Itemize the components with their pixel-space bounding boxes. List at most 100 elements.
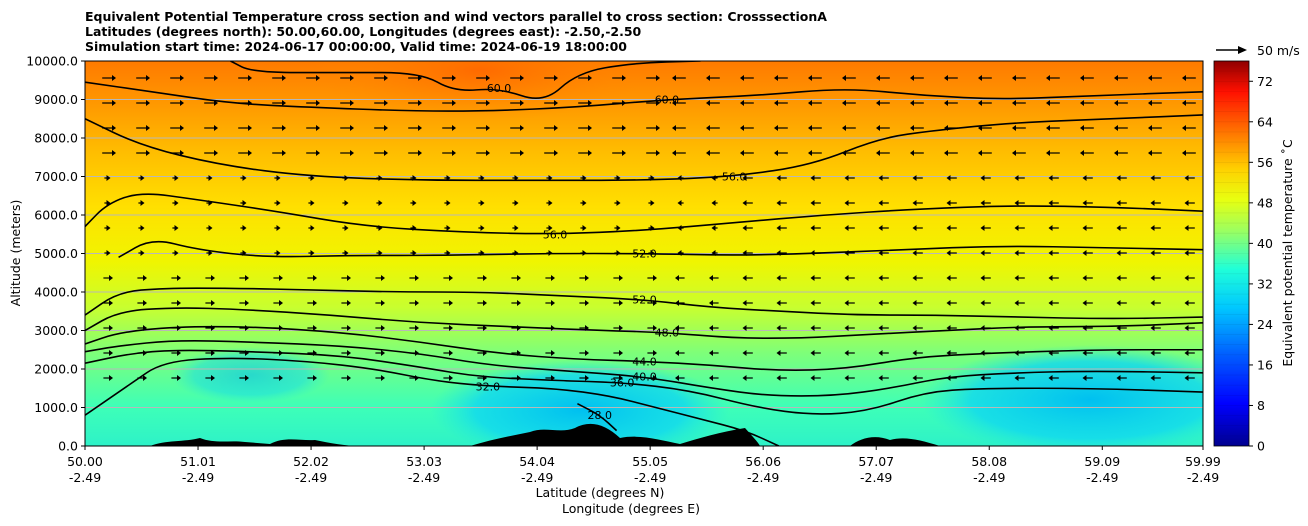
wind-vector-head	[449, 300, 453, 306]
wind-vector-head	[449, 275, 453, 281]
contour-60.0	[230, 61, 701, 99]
wind-vector-head	[242, 225, 247, 231]
wind-vector-head	[946, 175, 951, 181]
wind-vector-head	[706, 75, 710, 81]
wind-vector-head	[742, 275, 747, 281]
wind-vector-head	[554, 150, 558, 156]
wind-vector-head	[316, 100, 320, 106]
terrain	[85, 423, 940, 446]
colorbar	[1214, 61, 1249, 446]
wind-vector-head	[480, 225, 485, 231]
wind-vector-head	[1150, 325, 1155, 331]
wind-vector-head	[350, 100, 354, 106]
wind-vector-head	[112, 100, 116, 106]
wind-vector-head	[709, 350, 713, 356]
wind-vector-head	[878, 275, 883, 281]
wind-vector-head	[381, 300, 385, 306]
y-tick-label: 8000.0	[34, 131, 78, 146]
wind-vector-head	[242, 200, 247, 206]
wind-vector-head	[109, 325, 113, 331]
wind-vector-head	[109, 300, 113, 306]
wind-vector-head	[248, 150, 252, 156]
wind-vector-head	[1082, 300, 1087, 306]
wind-vector-head	[381, 325, 385, 331]
wind-vector-head	[706, 125, 710, 131]
wind-vector-head	[177, 300, 181, 306]
wind-vector-head	[174, 250, 179, 256]
wind-vector-head	[347, 350, 351, 356]
warm-core-aloft	[310, 61, 650, 120]
wind-vector-head	[878, 350, 883, 356]
contour-label: 52.0	[632, 248, 657, 261]
y-tick-label: 5000.0	[34, 246, 78, 261]
wind-vector-head	[276, 225, 281, 231]
wind-vector-head	[514, 175, 519, 181]
wind-vector-head	[912, 350, 917, 356]
colorbar-tick-label: 24	[1257, 317, 1273, 332]
x-tick-label-lat: 59.09	[1084, 454, 1120, 469]
wind-vector-head	[520, 75, 524, 81]
wind-vector-head	[214, 75, 218, 81]
wind-vector-head	[912, 275, 917, 281]
wind-vector-head	[1014, 200, 1019, 206]
contour-label: 48.0	[655, 326, 680, 339]
wind-vector-head	[810, 175, 815, 181]
wind-vector-head	[146, 125, 150, 131]
wind-vector-head	[622, 150, 626, 156]
wind-vector-head	[146, 150, 150, 156]
wind-vector-head	[980, 175, 985, 181]
wind-vector-head	[810, 325, 815, 331]
wind-vector-head	[1116, 300, 1121, 306]
wind-vector-head	[742, 375, 747, 381]
wind-vector-head	[1116, 225, 1121, 231]
wind-vector-head	[619, 325, 623, 331]
wind-vector-head	[177, 375, 181, 381]
wind-vector-head	[313, 325, 317, 331]
wind-vector-head	[418, 100, 422, 106]
wind-vector-head	[517, 300, 521, 306]
wind-vector-head	[1182, 150, 1186, 156]
cold-core-center	[430, 360, 730, 446]
contour-44.0	[85, 325, 1203, 371]
wind-vector-head	[412, 250, 417, 256]
wind-vector-head	[106, 225, 111, 231]
y-tick-label: 6000.0	[34, 208, 78, 223]
wind-vector-head	[1048, 275, 1053, 281]
wind-vector-head	[1116, 275, 1121, 281]
wind-vector-head	[1082, 375, 1087, 381]
wind-vector-head	[140, 225, 145, 231]
wind-vector-head	[384, 150, 388, 156]
colorbar-tick-label: 56	[1257, 155, 1273, 170]
wind-vector-head	[316, 150, 320, 156]
contour-label: 44.0	[632, 355, 657, 368]
wind-vector-head	[656, 75, 660, 81]
wind-vector-head	[740, 125, 744, 131]
wind-vector-head	[675, 275, 679, 281]
wind-vector-head	[483, 300, 487, 306]
contour-52.0	[118, 240, 1203, 259]
wind-vector-head	[446, 225, 451, 231]
wind-vector-head	[742, 175, 747, 181]
wind-vector-head	[214, 125, 218, 131]
wind-vector-head	[585, 350, 589, 356]
wind-vector-head	[112, 75, 116, 81]
wind-vector-head	[672, 75, 676, 81]
y-tick-label: 10000.0	[26, 54, 78, 69]
contour-36.0	[85, 349, 1203, 415]
wind-vector-head	[842, 125, 846, 131]
wind-vector-head	[910, 100, 914, 106]
wind-vector-head	[912, 325, 917, 331]
wind-vector-head	[282, 125, 286, 131]
wind-vector-head	[1116, 350, 1121, 356]
wind-vector-head	[912, 300, 917, 306]
wind-vector-head	[146, 75, 150, 81]
wind-vector-head	[1184, 175, 1189, 181]
wind-vector-head	[842, 75, 846, 81]
colorbar-tick-label: 16	[1257, 357, 1273, 372]
x-tick-label-lat: 55.05	[632, 454, 668, 469]
colorbar-bands	[1214, 70, 1249, 437]
wind-vectors	[102, 75, 1196, 381]
wind-vector-head	[483, 325, 487, 331]
x-tick-label-lon: -2.49	[521, 470, 553, 485]
wind-vector-head	[378, 200, 383, 206]
